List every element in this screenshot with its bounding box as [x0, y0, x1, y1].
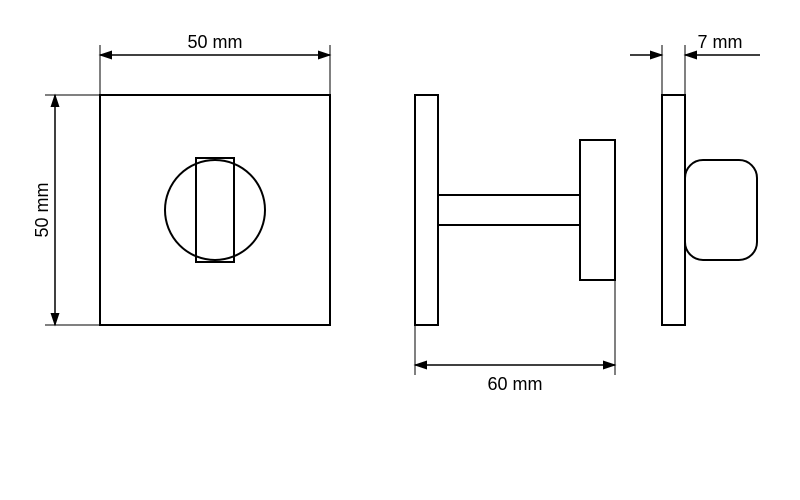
side1-shaft: [438, 195, 580, 225]
dim-label-depth: 60 mm: [487, 374, 542, 394]
front-knob-circle: [165, 160, 265, 260]
dim-label-width: 50 mm: [187, 32, 242, 52]
front-plate: [100, 95, 330, 325]
front-thumb-turn: [196, 158, 234, 262]
side2-knob: [685, 160, 757, 260]
technical-drawing: 50 mm 50 mm 60 mm 7 mm: [0, 0, 800, 500]
side1-plate: [415, 95, 438, 325]
side1-knob: [580, 140, 615, 280]
dim-label-height: 50 mm: [32, 182, 52, 237]
side2-plate: [662, 95, 685, 325]
dim-label-thickness: 7 mm: [698, 32, 743, 52]
